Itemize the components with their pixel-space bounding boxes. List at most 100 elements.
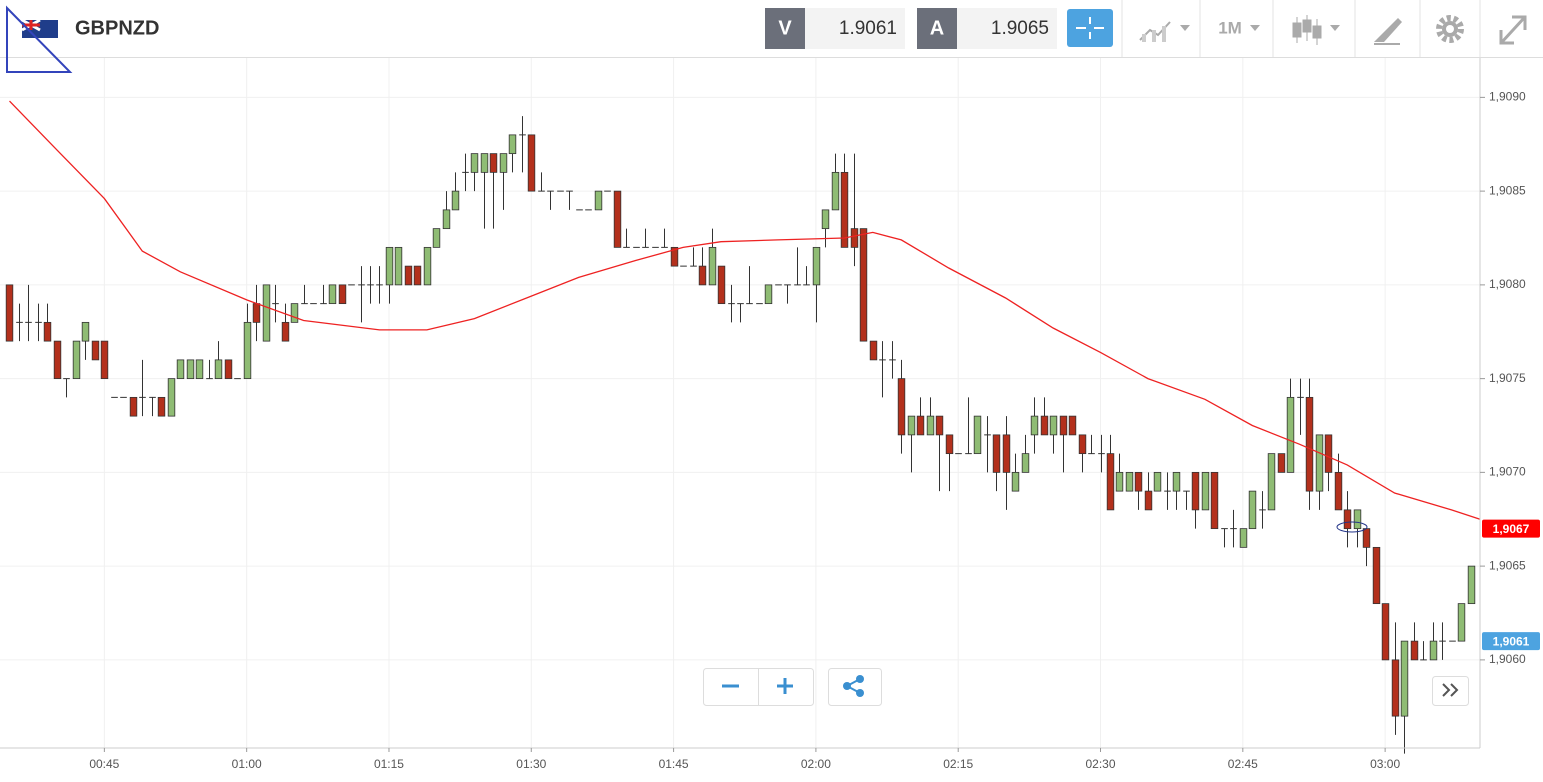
- candle-body: [413, 265, 422, 286]
- zoom-buttons[interactable]: [703, 668, 814, 706]
- candle-body: [367, 284, 374, 286]
- candle-body: [1259, 509, 1266, 511]
- cursor-highlight: [1336, 521, 1368, 533]
- x-tick-label: 03:00: [1370, 757, 1400, 771]
- candle-body: [850, 228, 859, 248]
- candle-body: [1334, 471, 1343, 511]
- candle-body: [25, 321, 32, 323]
- price-tag: [1482, 519, 1540, 538]
- x-tick-label: 02:30: [1085, 757, 1115, 771]
- candle-body: [53, 340, 62, 380]
- candle-body: [508, 134, 517, 155]
- candle-body: [1153, 471, 1162, 492]
- candle-body: [652, 246, 659, 248]
- candle-body: [338, 284, 347, 305]
- candle-body: [167, 378, 176, 417]
- candle-body: [698, 265, 707, 286]
- candle-body: [897, 378, 906, 436]
- candle-body: [992, 434, 1001, 473]
- candle-body: [1144, 490, 1153, 511]
- candle-body: [348, 284, 355, 286]
- candle-body: [206, 378, 213, 380]
- candle-body: [1239, 528, 1248, 548]
- ask-label-box[interactable]: [917, 8, 957, 49]
- candle-body: [821, 209, 830, 230]
- candle-body: [1286, 396, 1295, 473]
- candle-body: [1134, 471, 1143, 492]
- candle-body: [1353, 509, 1362, 530]
- candle-body: [451, 190, 460, 211]
- candle-body: [480, 153, 489, 173]
- plot: [5, 100, 1481, 754]
- candle-body: [585, 209, 592, 211]
- candle-body: [803, 284, 810, 286]
- candle-body: [1106, 453, 1115, 511]
- x-tick-label: 01:15: [374, 757, 404, 771]
- candle-body: [252, 303, 261, 323]
- candle-body: [310, 303, 317, 305]
- candle-body: [385, 246, 394, 286]
- candle-body: [149, 396, 156, 398]
- ask-label[interactable]: A: [930, 17, 944, 39]
- price-tag: [1482, 632, 1540, 651]
- scroll-right-button[interactable]: [1432, 676, 1469, 706]
- share-button[interactable]: [828, 668, 882, 706]
- candle-body: [633, 246, 640, 248]
- candle-style-button[interactable]: [1292, 15, 1340, 45]
- candle-body: [1248, 490, 1257, 530]
- candle-body: [91, 340, 100, 361]
- candle-body: [690, 265, 697, 267]
- bid-label[interactable]: V: [778, 17, 792, 39]
- candle-body: [680, 265, 687, 267]
- candle-body: [1467, 565, 1476, 605]
- draw-tool-button[interactable]: [1374, 18, 1402, 45]
- candle-body: [1115, 471, 1124, 492]
- timeframe-caret[interactable]: [1250, 25, 1260, 31]
- candle-body: [775, 284, 782, 286]
- fullscreen-button[interactable]: [1499, 15, 1527, 45]
- candle-body: [195, 359, 204, 380]
- candle-body: [708, 246, 717, 286]
- candle-body: [1040, 415, 1049, 436]
- candle-body: [576, 209, 583, 211]
- candle-body: [1277, 453, 1286, 473]
- candle-body: [945, 434, 954, 455]
- candle-body: [1098, 453, 1105, 455]
- candle-body: [926, 415, 935, 436]
- price-tag-label: 1,9067: [1493, 522, 1530, 536]
- symbol-title: GBPNZD: [75, 17, 159, 39]
- crosshair-button[interactable]: [1067, 9, 1113, 47]
- candle-body: [547, 190, 554, 192]
- candle-body: [907, 415, 916, 436]
- candle-body: [224, 359, 233, 380]
- x-tick-label: 02:00: [801, 757, 831, 771]
- candle-body: [234, 378, 241, 380]
- timeframe-button[interactable]: 1M: [1218, 18, 1242, 37]
- candle-body: [869, 340, 878, 361]
- bid-value[interactable]: 1.9061: [839, 18, 897, 39]
- candle-body: [935, 415, 944, 436]
- candle-body: [16, 321, 23, 323]
- candle-body: [1201, 471, 1210, 511]
- candle-body: [72, 340, 81, 380]
- candle-body: [1315, 434, 1324, 492]
- candle-body: [404, 265, 413, 286]
- candle-body: [272, 303, 279, 305]
- bid-label-box[interactable]: [765, 8, 805, 49]
- candle-body: [1030, 415, 1039, 436]
- candle-body: [63, 378, 70, 380]
- candle-body: [764, 284, 773, 305]
- x-tick-label: 01:00: [232, 757, 262, 771]
- settings-button[interactable]: [1436, 15, 1464, 43]
- ask-value[interactable]: 1.9065: [991, 18, 1049, 39]
- candle-body: [717, 265, 726, 305]
- candle-body: [642, 246, 649, 248]
- bid-value-box[interactable]: [805, 8, 905, 49]
- x-tick-label: 01:30: [516, 757, 546, 771]
- ask-value-box[interactable]: [957, 8, 1057, 49]
- candle-body: [1230, 528, 1237, 530]
- chart-type-button[interactable]: [1139, 21, 1190, 42]
- candle-body: [1210, 471, 1219, 530]
- candle-body: [1078, 434, 1087, 455]
